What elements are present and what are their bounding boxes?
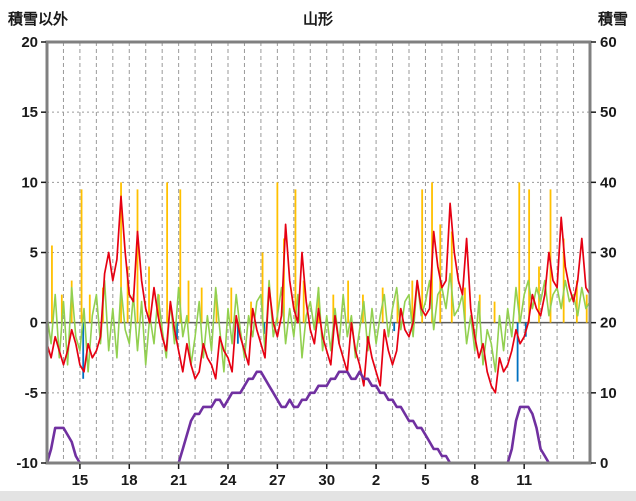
axis-tick-label: 30	[318, 472, 335, 489]
chart-title: 山形	[302, 11, 334, 28]
axis-tick-label: 15	[21, 104, 38, 121]
axis-tick-label: 40	[600, 174, 617, 191]
axis-tick-label: 60	[600, 34, 617, 51]
axis-tick-label: -5	[25, 385, 38, 402]
axis-tick-label: 27	[269, 472, 286, 489]
axis-tick-label: 8	[471, 472, 479, 489]
right-axis-title: 積雪	[597, 11, 628, 28]
snow-depth-purple-line	[45, 370, 590, 465]
axis-tick-label: 24	[220, 472, 237, 489]
axis-tick-label: 15	[72, 472, 89, 489]
axis-tick-label: 10	[21, 174, 38, 191]
axis-tick-label: -10	[16, 455, 38, 472]
axis-tick-label: 0	[30, 315, 38, 332]
axis-tick-label: 0	[600, 455, 608, 472]
axis-tick-label: 5	[30, 245, 38, 262]
green-oscillation-line	[46, 272, 591, 373]
axis-tick-label: 21	[170, 472, 187, 489]
axis-tick-label: 2	[372, 472, 380, 489]
axis-tick-label: 20	[600, 315, 617, 332]
left-axis-title: 積雪以外	[8, 11, 69, 28]
plot-frame	[45, 40, 592, 465]
axis-tick-label: 50	[600, 104, 617, 121]
bottom-strip	[0, 491, 636, 501]
axis-tick-label: 30	[600, 245, 617, 262]
axis-tick-label: 11	[516, 472, 532, 489]
axis-tick-label: 18	[121, 472, 138, 489]
axis-tick-label: 10	[600, 385, 617, 402]
axis-tick-label: 5	[421, 472, 429, 489]
axis-tick-label: 20	[21, 34, 38, 51]
temperature-red-line	[46, 195, 591, 394]
